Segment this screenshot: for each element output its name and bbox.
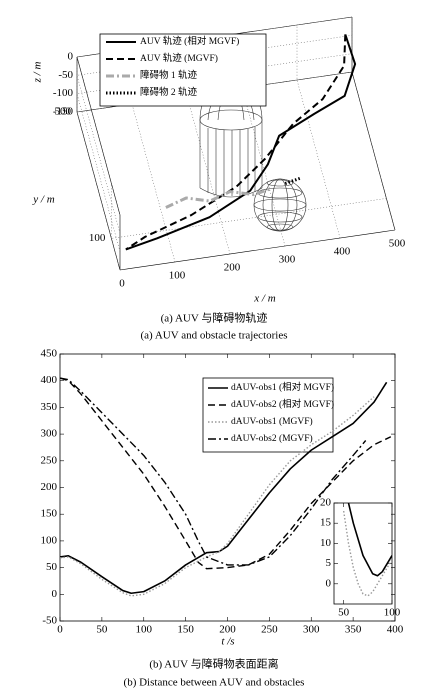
x-tick-label: 100 xyxy=(384,607,401,619)
x-tick-label: 200 xyxy=(219,624,236,636)
legend-label: AUV 轨迹 (相对 MGVF) xyxy=(140,35,239,47)
z-tick-label: -100 xyxy=(53,87,74,99)
y-tick-label: -50 xyxy=(42,615,57,627)
y-tick-label: 20 xyxy=(320,497,332,509)
y-tick-label: 400 xyxy=(41,374,58,386)
grid-line xyxy=(131,49,176,263)
obstacle-sphere xyxy=(253,178,307,232)
x-tick-label: 200 xyxy=(224,262,241,274)
y-tick-label: 450 xyxy=(41,348,58,360)
y-tick-label: 300 xyxy=(41,428,58,440)
grid-line xyxy=(76,71,353,271)
legend-label: dAUV-obs2 (MGVF) xyxy=(231,433,313,444)
legend-label: 障碍物 1 轨迹 xyxy=(140,69,198,81)
x-tick-label: 250 xyxy=(261,624,278,636)
x-axis-label: t /s xyxy=(221,636,234,648)
y-tick-label: 0 xyxy=(326,577,332,589)
y-tick-label: 100 xyxy=(89,232,106,244)
grid-line xyxy=(76,16,353,216)
x-tick-label: 150 xyxy=(177,624,194,636)
legend-label: dAUV-obs1 (MGVF) xyxy=(231,416,313,427)
y-tick-label: 200 xyxy=(41,481,58,493)
x-tick-label: 300 xyxy=(279,254,296,266)
y-tick-label: 150 xyxy=(41,508,58,520)
y-tick-label: 10 xyxy=(320,537,332,549)
grid-line xyxy=(186,41,231,255)
x-tick-label: 0 xyxy=(57,624,63,636)
grid-line xyxy=(76,35,353,234)
trajectory xyxy=(284,176,302,185)
y-axis-label: y / m xyxy=(32,194,54,206)
caption: (a) AUV 与障碍物轨迹 xyxy=(161,311,268,325)
y-tick-label: 50 xyxy=(46,561,58,573)
trajectory xyxy=(165,187,271,209)
axis-line xyxy=(119,229,396,271)
grid-line xyxy=(241,33,286,247)
grid-line xyxy=(351,17,396,231)
legend-label: 障碍物 2 轨迹 xyxy=(140,86,198,98)
plot-area xyxy=(60,377,392,597)
x-tick-label: 500 xyxy=(389,238,406,250)
x-axis-label: x / m xyxy=(253,293,275,305)
z-tick-label: 0 xyxy=(68,51,74,63)
y-tick-label: 500 xyxy=(55,106,72,118)
z-tick-label: -150 xyxy=(53,106,74,118)
y-tick-label: 250 xyxy=(41,454,58,466)
z-tick-label: -50 xyxy=(58,69,73,81)
x-tick-label: 50 xyxy=(338,607,350,619)
y-tick-label: 15 xyxy=(320,517,332,529)
series-line xyxy=(60,381,388,595)
y-tick-label: 5 xyxy=(326,557,332,569)
grid-line xyxy=(296,25,341,239)
series-line xyxy=(60,377,367,566)
inset-frame xyxy=(333,502,393,605)
series-line xyxy=(342,510,392,597)
x-tick-label: 50 xyxy=(96,624,108,636)
x-tick-label: 300 xyxy=(303,624,320,636)
x-tick-label: 400 xyxy=(387,624,404,636)
trajectory xyxy=(125,34,347,251)
legend-label: AUV 轨迹 (MGVF) xyxy=(140,52,218,64)
x-tick-label: 0 xyxy=(119,278,125,290)
y-tick-label: 100 xyxy=(41,534,58,546)
x-tick-label: 350 xyxy=(345,624,362,636)
caption: (b) AUV 与障碍物表面距离 xyxy=(149,657,278,671)
y-tick-label: 350 xyxy=(41,401,58,413)
x-tick-label: 400 xyxy=(334,246,351,258)
x-tick-label: 100 xyxy=(169,270,186,282)
trajectory xyxy=(125,34,357,251)
caption-en: (b) Distance between AUV and obstacles xyxy=(124,677,305,689)
legend-label: dAUV-obs2 (相对 MGVF) xyxy=(231,398,334,410)
series-line xyxy=(347,503,392,577)
caption-en: (a) AUV and obstacle trajectories xyxy=(140,330,287,342)
y-tick-label: 0 xyxy=(52,588,58,600)
plot-area xyxy=(342,503,392,597)
z-axis-label: z / m xyxy=(32,62,44,84)
x-tick-label: 100 xyxy=(136,624,153,636)
legend-label: dAUV-obs1 (相对 MGVF) xyxy=(231,381,334,393)
series-line xyxy=(60,377,392,570)
grid-line xyxy=(76,53,353,252)
